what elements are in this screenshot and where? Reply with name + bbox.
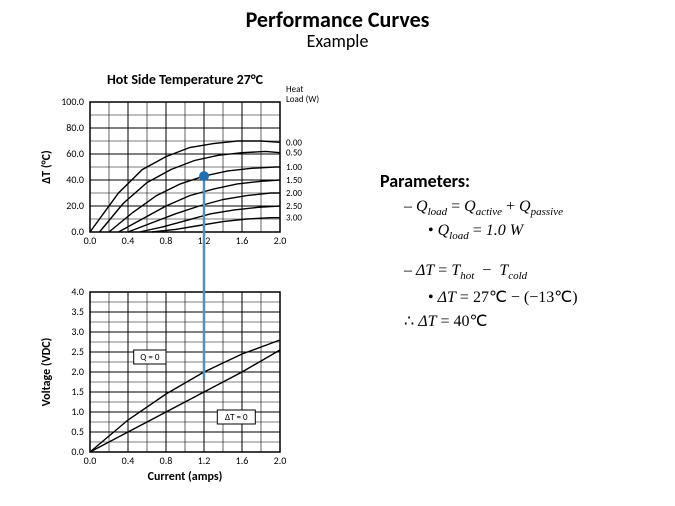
eq-qload-def: Qload = Qactive + Qpassive (404, 198, 578, 218)
svg-text:ΔT (°C): ΔT (°C) (40, 150, 54, 184)
svg-text:0.8: 0.8 (160, 234, 173, 247)
svg-text:0.4: 0.4 (122, 234, 135, 247)
svg-text:0.0: 0.0 (71, 445, 84, 458)
svg-text:0.50: 0.50 (286, 148, 302, 159)
page: Performance Curves Example Hot Side Temp… (0, 0, 675, 506)
svg-text:Q = 0: Q = 0 (140, 352, 160, 363)
svg-text:2.50: 2.50 (286, 201, 302, 212)
svg-text:60.0: 60.0 (66, 147, 84, 160)
svg-text:ΔT = 0: ΔT = 0 (225, 412, 248, 423)
svg-text:Load (W): Load (W) (286, 94, 319, 105)
chart-stack: Hot Side Temperature 27°C 0.0 0.4 0.8 1.2 1.6… (20, 72, 340, 502)
svg-text:Current (amps): Current (amps) (148, 470, 223, 484)
svg-text:100.0: 100.0 (61, 95, 84, 108)
eq-qload-val: Qload = 1.0 W (428, 222, 578, 242)
svg-text:80.0: 80.0 (66, 121, 84, 134)
svg-text:0.0: 0.0 (71, 225, 84, 238)
svg-text:2.0: 2.0 (274, 234, 287, 247)
svg-text:3.0: 3.0 (71, 325, 84, 338)
svg-text:2.0: 2.0 (71, 365, 84, 378)
parameters-panel: Parameters: Qload = Qactive + Qpassive Q… (380, 170, 578, 335)
spacer (380, 246, 578, 258)
svg-text:3.5: 3.5 (71, 305, 84, 318)
svg-text:1.00: 1.00 (286, 162, 302, 173)
eq-dt-def: ΔT = Thot − Tcold (404, 262, 578, 282)
svg-text:1.50: 1.50 (286, 175, 302, 186)
svg-text:1.6: 1.6 (236, 234, 249, 247)
svg-text:4.0: 4.0 (71, 285, 84, 298)
page-subtitle: Example (0, 30, 675, 52)
page-title: Performance Curves (0, 6, 675, 33)
svg-text:2.00: 2.00 (286, 188, 302, 199)
svg-text:2.5: 2.5 (71, 345, 84, 358)
svg-text:3.00: 3.00 (286, 213, 302, 224)
svg-text:Voltage (VDC): Voltage (VDC) (40, 338, 54, 407)
svg-text:2.0: 2.0 (274, 454, 287, 467)
svg-text:0.5: 0.5 (71, 425, 84, 438)
svg-text:1.5: 1.5 (71, 385, 84, 398)
svg-text:0.0: 0.0 (84, 454, 97, 467)
svg-text:40.0: 40.0 (66, 173, 84, 186)
svg-text:0.4: 0.4 (122, 454, 135, 467)
svg-text:1.2: 1.2 (198, 454, 211, 467)
charts-svg: Hot Side Temperature 27°C 0.0 0.4 0.8 1.2 1.6… (20, 72, 340, 502)
svg-text:1.0: 1.0 (71, 405, 84, 418)
eq-dt-result: ΔT = 40℃ (404, 311, 578, 331)
parameters-heading: Parameters: (380, 170, 578, 192)
svg-text:1.6: 1.6 (236, 454, 249, 467)
svg-text:20.0: 20.0 (66, 199, 84, 212)
svg-text:0.00: 0.00 (286, 137, 302, 148)
svg-text:Hot Side Temperature 27°C: Hot Side Temperature 27°C (107, 72, 264, 88)
svg-text:0.8: 0.8 (160, 454, 173, 467)
eq-dt-val: ΔT = 27℃ − (−13℃) (428, 287, 578, 307)
svg-text:0.0: 0.0 (84, 234, 97, 247)
